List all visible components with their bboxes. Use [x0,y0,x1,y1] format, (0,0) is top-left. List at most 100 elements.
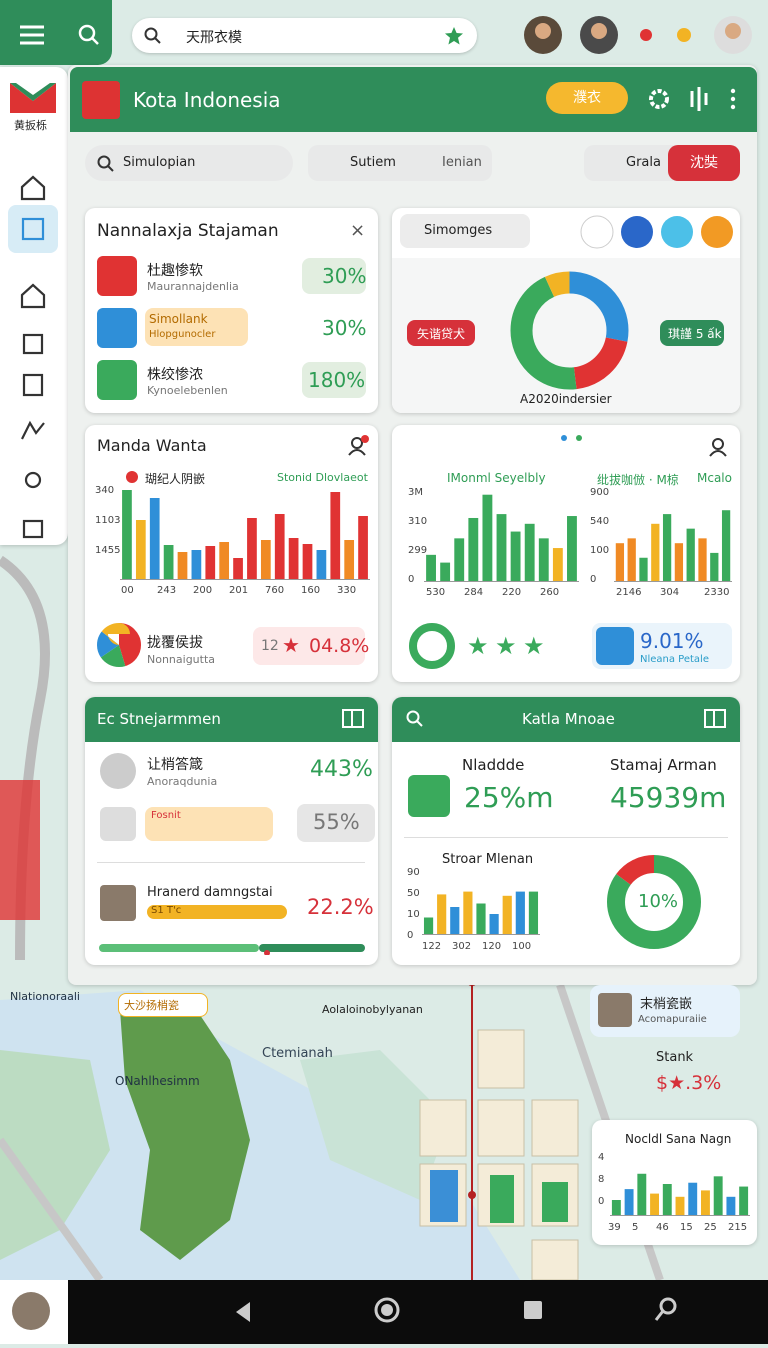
donut-segment [97,623,141,667]
bar [163,545,174,580]
header-title: Kota Indonesia [133,88,281,112]
tab-ienian[interactable]: Ienian [442,155,482,170]
row-title: 让梢答箴 [147,757,203,773]
row-value: 55% [313,810,360,834]
donut-segment [97,623,141,667]
header-icons[interactable] [646,85,746,113]
row-icon [97,256,137,296]
star: ★ [282,633,300,657]
x-axis-label: 215 [728,1222,748,1233]
close-icon[interactable]: × [350,220,366,241]
chart-title: Stroar Mlenan [442,852,534,867]
chart-title: Nocldl Sana Nagn [625,1132,732,1146]
info-card[interactable]: 末梢瓷嵌 Acomapuraiie [590,985,740,1037]
card-search[interactable] [400,214,530,248]
row-value: 443% [310,757,373,782]
ring-and-stars: ★ ★ ★ [409,623,545,669]
donut-segment [97,623,141,667]
row-subtitle: Anoraqdunia [147,775,218,788]
search-text: 天邢衣模 [186,30,242,46]
bar [358,516,368,580]
bar [502,895,512,935]
header-button[interactable]: 濮衣 [546,82,628,114]
avatar[interactable] [12,1292,50,1330]
bar-chart [614,510,732,582]
y-axis-label: 900 [590,487,610,498]
bar [538,538,549,582]
row-subtitle: Maurannajdenlia [147,280,239,293]
svg-text:★: ★ [495,632,517,660]
list-icon[interactable] [342,709,364,729]
map-tag [118,993,208,1017]
toolbar-search[interactable]: Simulopian [85,145,293,181]
list-icon[interactable] [704,709,726,729]
map-label: Nlationoraali [10,990,80,1003]
sidebar-icons[interactable] [0,157,68,547]
x-axis-label: 25 [704,1222,717,1233]
bar [219,542,230,580]
card-katla: Katla Mnoae Nladdde 25%m Stamaj Arman 45… [392,697,740,965]
map-label: Aolaloinobylyanan [322,1003,423,1016]
map-chart-card: Nocldl Sana Nagn 4 8 0 39 5 46 15 25 215 [592,1120,757,1245]
bar [496,514,507,582]
logo-text: 黄扳栎 [14,119,47,132]
info-title: 末梢瓷嵌 [640,997,693,1012]
toolbar-tabs[interactable]: Sutiem Ienian [308,145,492,181]
bar [698,538,707,582]
x-axis-label: 00 [121,585,134,596]
map-label: Ctemianah [262,1046,333,1061]
tab-grala[interactable]: Grala [626,155,661,170]
bar [726,1196,736,1216]
donut-label-right: 琪謹 5 ấk [668,327,722,341]
pie-chart [97,623,141,667]
x-axis-label: 122 [422,941,442,952]
row-tag [145,308,248,346]
bar [639,557,648,582]
action-button[interactable]: 沈奘 [668,145,740,181]
header: Kota Indonesia 濮衣 [70,67,757,132]
bar [489,914,499,935]
y-axis-label: 10 [407,909,420,920]
donut-segment [510,271,629,390]
y-axis-label: 0 [590,574,597,585]
nav-bar [68,1280,768,1344]
progress-bar [99,944,365,955]
donut-caption: A2020indersier [520,392,612,406]
bar [615,543,625,582]
tab-sutiem[interactable]: Sutiem [350,155,396,170]
card-icons[interactable] [578,213,738,253]
y-axis-label: 340 [95,485,115,496]
bar-chart [424,494,579,582]
change-pill [253,627,365,665]
avatar [598,993,632,1027]
row-title: Simollank [149,312,208,326]
card-stnejarmmen: Ec Stnejarmmen 让梢答箴 Anoraqdunia 443% Fos… [85,697,378,965]
stat-icon [408,775,450,817]
star-icon[interactable] [444,26,464,46]
user-icon[interactable] [347,435,369,457]
x-axis-label: 530 [426,587,446,598]
search-bar[interactable]: 天邢衣模 [132,18,477,53]
bar [440,562,451,582]
bar [552,548,563,582]
x-axis-label: 201 [229,585,249,596]
x-axis-label: 243 [157,585,177,596]
row-value: 22.2% [307,895,374,919]
y-axis-label: 0 [407,930,414,941]
search-icon[interactable] [406,710,426,730]
bar [247,518,257,580]
card-title: Manda Wanta [97,436,207,455]
y-axis-label: 0 [408,574,415,585]
right-chart-title: Mcalo [697,471,732,485]
bar [330,492,341,580]
bar [316,550,327,580]
card-seyelbly: IMonml Seyelbly 纰拔咖倣 · M椋 Mcalo ★ ★ ★ 9.01… [392,425,740,682]
change-value: 04.8% [309,635,370,657]
y-axis-label: 4 [598,1152,605,1163]
user-icon[interactable] [708,437,728,457]
bar [482,494,493,582]
x-axis-label: 46 [656,1222,669,1233]
stat-value: 25%m [464,781,554,814]
nav-icons[interactable] [68,1280,768,1344]
